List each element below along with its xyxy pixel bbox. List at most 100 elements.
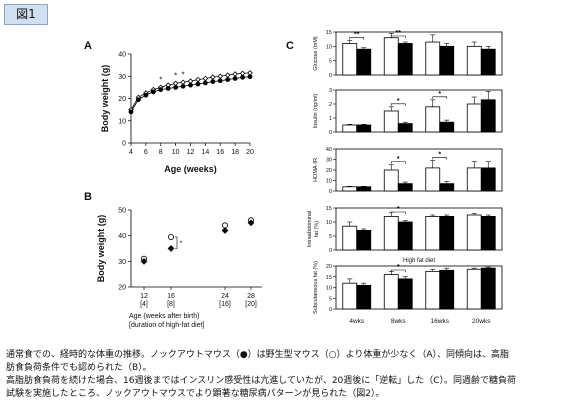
panel-c-bar-filled: [480, 215, 496, 251]
panel-a-x-tick-label: 20: [246, 149, 254, 156]
panel-b-x-tick-label: 12: [140, 293, 148, 300]
panel-b-x-tick-duration: [20]: [245, 301, 257, 308]
panel-a-y-label: Body weight (g): [100, 65, 110, 133]
panel-c-significance: *: [438, 91, 441, 98]
panel-c-significance-bracket: [390, 269, 406, 272]
panel-c-y-tick-label: 15: [326, 30, 332, 36]
panel-c-bar-open: [342, 186, 358, 192]
panel-a-point-open: [195, 76, 201, 83]
panel-c-y-tick-label: 0: [329, 307, 332, 313]
panel-b-point-filled: [140, 257, 148, 265]
panel-a-point-filled: [202, 80, 208, 86]
panel-a-x-tick-label: 18: [231, 149, 239, 156]
panel-b-x-label: Age (weeks after birth): [129, 313, 199, 320]
panel-c-bar-open: [425, 270, 441, 310]
panel-c-category-label: 8wks: [391, 318, 407, 325]
panel-b-x-tick-duration: [4]: [140, 301, 148, 308]
panel-c-category-label: 16wks: [431, 318, 450, 325]
panel-a: A 0 10 20 30 40 4 6 8 10 12 14 16 18 20 Age (weeks) Body…: [84, 40, 254, 174]
panel-c-significance-bracket: [432, 96, 448, 99]
panel-a-x-label: Age (weeks): [164, 164, 217, 174]
panel-c-bar-open: [342, 225, 358, 251]
panel-c-bar-open: [425, 215, 441, 251]
panel-c-bar-filled: [397, 43, 413, 76]
panel-a-point-open: [232, 71, 238, 77]
panel-b: B 20 30 40 50 12[4] 16[8] 24[16] 28[20] Age (week…: [84, 191, 262, 329]
figure-caption: 通常食での、経時的な体重の推移。ノックアウトマウス（●）は野生型マウス（○）より…: [6, 349, 568, 401]
panel-b-x-tick-label: 24: [221, 293, 229, 300]
panel-c-category-label: 20wks: [472, 318, 491, 325]
panel-a-x-tick-label: 8: [159, 149, 163, 156]
panel-a-point-filled: [173, 84, 179, 90]
panel-a-point-open: [172, 80, 179, 87]
panel-c-significance-bracket: [390, 161, 406, 164]
panel-c-y-tick-label: 0: [329, 189, 332, 195]
panel-c-y-tick-label: 0: [329, 248, 332, 254]
panel-c-bar-open: [383, 215, 399, 251]
caption-line: 肪食負荷条件でも認められた（B）。: [6, 363, 152, 373]
panel-c-y-label: Intraabdominal: [307, 211, 313, 247]
panel-c-y-tick-label: 10: [326, 44, 332, 50]
panel-b-significance: *: [180, 241, 183, 248]
panel-a-y-tick-label: 20: [118, 96, 126, 103]
panel-a-significance: *: [182, 70, 185, 79]
panel-a-point-filled: [210, 79, 216, 84]
panel-c-y-tick-label: 20: [326, 168, 332, 174]
panel-c-y-tick-label: 1: [329, 116, 332, 122]
panel-c-y-label-unit: fat (%): [314, 221, 320, 237]
panel-a-point-filled: [225, 77, 231, 82]
panel-c-bar-open: [425, 167, 441, 192]
panel-c-bar-filled: [356, 186, 372, 192]
panel-c-bar-open: [342, 43, 358, 76]
panel-a-point-open: [187, 78, 194, 84]
panel-a-x-tick-label: 12: [187, 149, 195, 156]
panel-c-y-tick-label: 15: [326, 275, 332, 281]
panel-b-y-label: Body weight (g): [96, 215, 106, 283]
panel-c-bar-filled: [439, 215, 455, 251]
panel-c-bar-filled: [439, 183, 455, 192]
panel-c-bar-open: [383, 110, 399, 133]
panel-a-point-filled: [195, 81, 201, 87]
panel-c-subplot-frame: [335, 207, 503, 251]
panel-c-bar-open: [383, 169, 399, 192]
panel-a-y-tick-label: 0: [122, 141, 126, 148]
panel-c-y-label: Insulin (ng/ml): [313, 94, 319, 129]
panel-c-y-tick-label: 5: [329, 296, 332, 302]
panel-c-x-label: High fat diet: [403, 258, 435, 264]
panel-b-y-tick-label: 50: [118, 208, 126, 215]
panel-a-point-filled: [247, 74, 253, 80]
panel-a-point-open: [202, 75, 209, 82]
panel-c-bar-filled: [356, 229, 372, 251]
panel-c-bar-open: [466, 214, 482, 251]
panel-a-x-tick-label: 10: [172, 149, 180, 156]
panel-c-significance: **: [396, 30, 402, 37]
panel-b-point-open: [167, 233, 174, 240]
panel-c-y-tick-label: 15: [326, 206, 332, 212]
panel-a-point-open: [210, 74, 216, 80]
panel-c-bar-filled: [480, 48, 496, 76]
panel-a-x-tick-label: 14: [201, 149, 209, 156]
panel-c-subplot-frame: [335, 89, 503, 133]
panel-b-y-tick-label: 40: [118, 233, 126, 240]
caption-line: 試験を実施したところ、ノックアウトマウスでより顕著な糖尿病パターンが見られた（図…: [6, 389, 385, 399]
panel-b-x-label-duration: [duration of high-fat diet]: [129, 322, 205, 329]
panel-b-x-tick-label: 28: [247, 293, 255, 300]
panel-a-y-tick-label: 40: [118, 52, 126, 59]
panel-c-bar-filled: [397, 183, 413, 192]
panel-a-point-filled: [188, 82, 193, 88]
panel-c-subplot-frame: [335, 31, 503, 76]
figure-label: 図1: [4, 4, 48, 25]
panel-c-y-tick-label: 3: [329, 88, 332, 94]
panel-c-bar-open: [466, 167, 482, 192]
panel-c-significance: *: [397, 264, 400, 271]
panel-a-point-filled: [240, 74, 245, 80]
panel-c-bar-open: [425, 106, 441, 133]
panel-c-bar-filled: [439, 121, 455, 133]
panel-b-x-tick-label: 16: [167, 293, 175, 300]
panel-c-bar-open: [342, 282, 358, 310]
panel-c-y-tick-label: 10: [326, 220, 332, 226]
panel-c-bar-open: [383, 37, 399, 76]
panel-b-y-tick-label: 20: [118, 285, 126, 292]
